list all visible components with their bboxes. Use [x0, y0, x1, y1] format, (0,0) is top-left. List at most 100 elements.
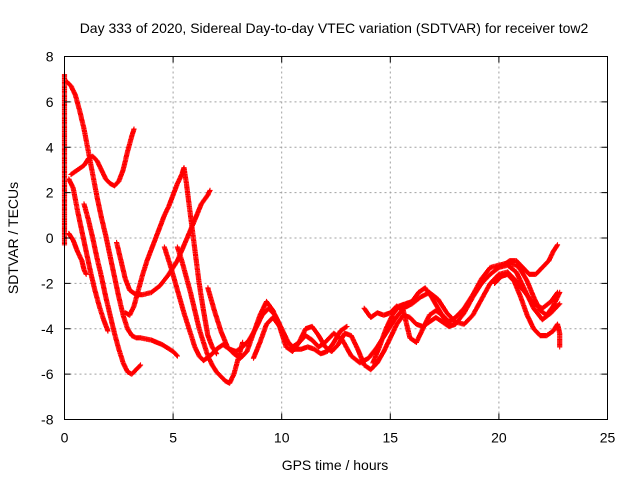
data-point-run	[513, 258, 525, 270]
data-point-run	[335, 331, 347, 348]
data-point-run	[79, 228, 89, 253]
data-point-run	[74, 208, 85, 233]
data-point-run	[207, 347, 219, 359]
data-point-run	[144, 247, 154, 264]
data-point-run	[478, 265, 492, 282]
data-point-run	[513, 262, 523, 272]
data-point-run	[116, 346, 126, 365]
data-point-run	[192, 308, 202, 331]
data-point-run	[107, 253, 117, 278]
data-point-run	[470, 277, 484, 298]
data-point-run	[355, 346, 367, 367]
data-point-run	[159, 342, 175, 354]
data-point-run	[88, 269, 98, 292]
data-point-run	[179, 258, 189, 278]
data-point-run	[224, 344, 236, 356]
data-point-run	[148, 283, 162, 296]
data-point-run	[461, 293, 475, 311]
data-point-run	[531, 294, 543, 313]
x-tick-label: 10	[274, 430, 290, 446]
data-point-run	[231, 356, 241, 377]
data-point-run	[129, 367, 138, 377]
data-point-run	[98, 167, 108, 181]
x-axis-label: GPS time / hours	[282, 457, 389, 473]
data-point-run	[381, 336, 393, 354]
data-point-run	[337, 323, 350, 334]
data-point-run	[111, 274, 122, 299]
data-point-run	[429, 294, 441, 310]
series-track-5	[81, 201, 144, 377]
series-track-3	[66, 230, 89, 277]
data-point-run	[531, 305, 545, 322]
x-tick-label: 20	[491, 430, 507, 446]
data-point-run	[120, 360, 130, 374]
data-point-run	[205, 285, 217, 312]
data-point-run	[296, 327, 308, 345]
data-point-run	[70, 185, 80, 213]
data-point-run	[187, 212, 198, 251]
data-point-run	[131, 288, 141, 309]
data-point-run	[124, 326, 134, 338]
data-point-run	[250, 313, 263, 336]
data-point-run	[257, 322, 269, 345]
data-point-run	[244, 331, 256, 354]
data-point-run	[511, 278, 523, 299]
data-point-run	[407, 314, 419, 326]
data-point-run	[276, 323, 289, 349]
series-track-15	[370, 285, 454, 366]
data-point-run	[400, 308, 413, 340]
data-point-run	[120, 312, 130, 331]
data-point-run	[409, 290, 421, 305]
data-point-run	[383, 313, 395, 332]
data-point-run	[548, 301, 563, 316]
data-point-run	[263, 298, 275, 313]
data-point-run	[74, 163, 86, 173]
data-point-run	[74, 249, 84, 263]
data-point-run	[103, 294, 113, 317]
series-track-14	[494, 242, 561, 277]
y-tick-label: 4	[46, 139, 54, 155]
data-point-run	[68, 168, 80, 178]
data-point-run	[181, 165, 189, 183]
data-point-run	[70, 237, 80, 254]
data-point-run	[290, 340, 301, 354]
data-point-run	[81, 201, 91, 222]
data-point-run	[452, 306, 466, 320]
data-point-run	[200, 354, 212, 364]
x-tick-label: 5	[169, 430, 177, 446]
data-point-run	[137, 335, 153, 343]
data-point-run	[187, 330, 197, 349]
data-point-run	[133, 362, 144, 373]
data-point-run	[148, 236, 158, 252]
data-point-run	[531, 326, 542, 338]
data-point-run	[524, 278, 536, 299]
data-point-run	[107, 312, 117, 335]
data-point-run	[120, 150, 130, 173]
data-point-run	[66, 230, 76, 242]
data-point-run	[442, 317, 454, 325]
series-track-2	[66, 176, 111, 334]
data-point-run	[524, 312, 536, 331]
data-point-run	[157, 213, 167, 230]
data-point-run	[520, 264, 532, 276]
y-axis-label: SDTVAR / TECUs	[5, 182, 21, 294]
data-point-run	[98, 274, 109, 299]
data-point-run	[77, 108, 87, 131]
data-point-run	[557, 330, 563, 350]
data-point-run	[550, 242, 561, 255]
data-point-run	[233, 344, 245, 354]
data-point-run	[170, 182, 180, 198]
data-point-run	[174, 287, 187, 315]
data-point-run	[124, 134, 135, 155]
data-point-run	[116, 168, 126, 184]
data-point-run	[435, 296, 449, 315]
data-point-run	[550, 289, 563, 309]
data-point-run	[85, 217, 95, 240]
data-point-run	[505, 271, 516, 283]
data-point-run	[148, 337, 164, 347]
data-point-run	[539, 258, 551, 271]
x-tick-label: 15	[383, 430, 399, 446]
y-tick-label: -8	[41, 412, 54, 428]
